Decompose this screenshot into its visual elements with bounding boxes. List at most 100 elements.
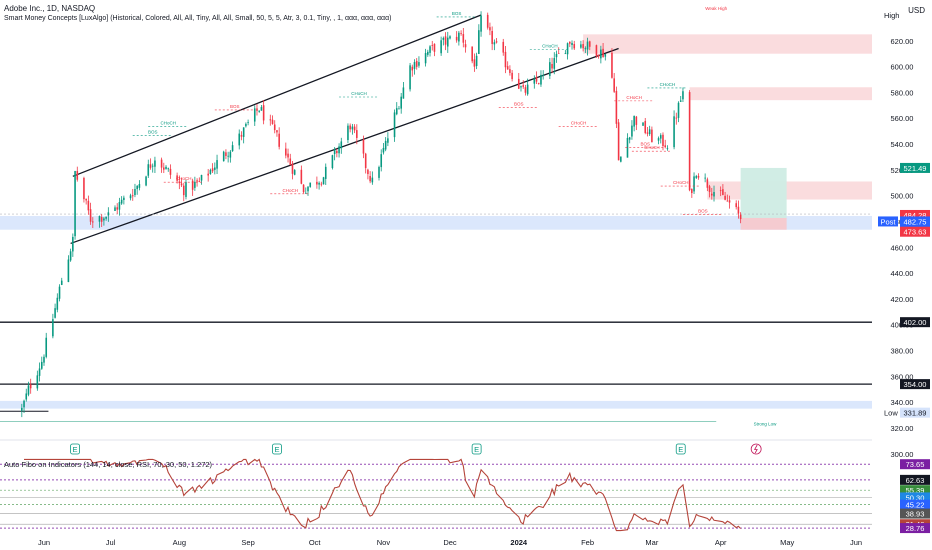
candle <box>724 191 726 201</box>
candle <box>633 115 635 132</box>
candle <box>131 188 134 201</box>
candle <box>704 173 706 183</box>
candle <box>433 43 436 57</box>
time-tick-label: Apr <box>715 538 727 547</box>
candle <box>411 64 414 77</box>
long-position-target[interactable] <box>740 167 787 218</box>
earnings-marker[interactable] <box>675 443 686 455</box>
candle <box>338 143 340 158</box>
candle <box>260 104 263 111</box>
long-position-stop[interactable] <box>740 217 787 230</box>
price-tick-label: 620.00 <box>891 37 914 46</box>
candle <box>138 180 141 191</box>
candle <box>635 115 638 131</box>
low-price-tag <box>900 407 930 418</box>
candle <box>105 216 107 221</box>
earnings-marker[interactable] <box>471 443 482 455</box>
time-axis[interactable]: Jun Jul Aug Sep Oct Nov Dec 2024 Feb Mar Apr May Jun <box>38 538 862 547</box>
candle <box>429 45 431 57</box>
earnings-events[interactable]: EEEEE <box>70 443 888 455</box>
candle <box>409 63 411 92</box>
candle <box>211 163 214 174</box>
price-axis-bg[interactable] <box>872 0 932 550</box>
candle <box>340 137 343 154</box>
candle <box>293 169 296 176</box>
time-tick-label: Dec <box>443 538 457 547</box>
price-tick-label: 540.00 <box>891 140 914 149</box>
candle <box>25 388 28 402</box>
candle <box>278 127 280 150</box>
rsi-indicator-legend[interactable]: Auto Fibo on Indicators (144, 14, close,… <box>4 460 213 469</box>
candle <box>573 40 576 51</box>
candle <box>458 30 460 46</box>
candle <box>611 48 613 79</box>
candle <box>586 37 589 56</box>
candle <box>580 40 582 49</box>
structure-label: CHoCH <box>351 91 367 96</box>
candle <box>364 152 367 174</box>
candle <box>276 130 278 137</box>
rsi-level-tag-value: 55.39 <box>906 486 925 495</box>
rsi-level-tag <box>900 499 930 510</box>
candle <box>163 162 165 174</box>
symbol-title[interactable]: Adobe Inc., 1D, NASDAQ <box>4 4 96 13</box>
price-tag-value: 521.49 <box>904 164 927 173</box>
candle <box>29 378 32 394</box>
candle <box>620 156 622 163</box>
candle <box>604 53 607 61</box>
currency-label[interactable]: USD <box>908 6 925 15</box>
rsi-level-tag-value: 62.63 <box>906 476 925 485</box>
time-tick-label: Jun <box>38 538 50 547</box>
price-tick-label: 380.00 <box>891 347 914 356</box>
candle <box>557 47 560 54</box>
candle <box>227 151 229 163</box>
candle <box>400 92 402 114</box>
channel-upper-line[interactable] <box>72 14 482 177</box>
candle <box>54 303 56 319</box>
candle <box>504 46 507 74</box>
earnings-marker[interactable] <box>70 443 80 455</box>
candle <box>706 177 709 192</box>
candle <box>664 139 667 149</box>
candle <box>87 195 90 215</box>
candle <box>316 176 318 189</box>
candle <box>347 123 349 144</box>
structure-label: BOS <box>230 104 240 109</box>
rsi-line <box>24 458 741 532</box>
candle <box>258 110 261 113</box>
candle <box>697 173 700 180</box>
candle <box>100 214 103 228</box>
candle <box>194 176 196 191</box>
candle <box>118 197 121 216</box>
candle <box>229 150 232 163</box>
candle <box>588 40 591 51</box>
time-tick-label: Feb <box>581 538 594 547</box>
candle <box>551 57 553 74</box>
indicator-legend[interactable]: Smart Money Concepts [LuxAlgo] (Historic… <box>4 15 392 22</box>
candle <box>440 36 442 56</box>
rsi-level-tag <box>900 508 930 519</box>
demand-zone <box>0 215 872 230</box>
candle <box>486 12 489 30</box>
candle <box>517 72 520 90</box>
supply-zone <box>583 34 872 54</box>
earnings-marker[interactable] <box>272 443 282 455</box>
price-tag-value: 473.63 <box>904 228 927 237</box>
price-tag-value: 354.00 <box>904 380 927 389</box>
candle <box>304 187 307 194</box>
price-axis[interactable]: 320.00340.00360.00380.00400.00420.00440.… <box>872 0 932 550</box>
candle <box>271 115 274 125</box>
structure-label: CHoCH <box>283 188 299 193</box>
candle <box>285 142 287 159</box>
candle <box>524 84 527 96</box>
candle <box>617 118 620 161</box>
candle <box>493 39 496 51</box>
flash-icon <box>753 444 758 454</box>
candle <box>659 133 662 144</box>
dividend-marker[interactable] <box>750 443 762 455</box>
candle <box>540 70 542 87</box>
candle <box>209 168 212 175</box>
candle <box>418 56 420 68</box>
time-tick-label: Jun <box>850 538 862 547</box>
